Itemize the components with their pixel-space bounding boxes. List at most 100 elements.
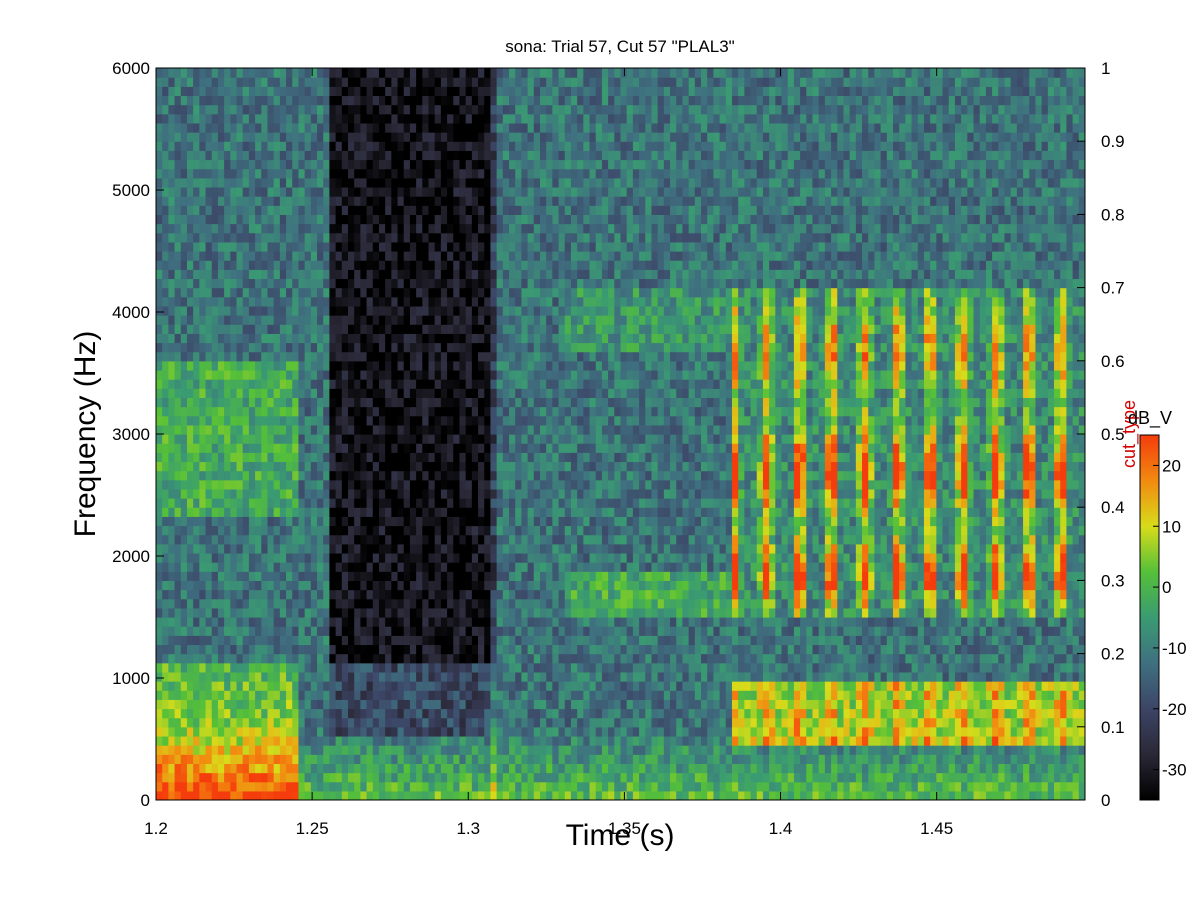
heatmap-cell xyxy=(527,552,535,563)
heatmap-cell xyxy=(217,415,225,426)
heatmap-cell xyxy=(471,562,479,572)
heatmap-cell xyxy=(397,260,405,270)
heatmap-cell xyxy=(403,159,411,170)
heatmap-cell xyxy=(459,251,467,261)
heatmap-cell xyxy=(347,562,355,572)
heatmap-cell xyxy=(422,681,430,691)
heatmap-cell xyxy=(310,150,318,161)
heatmap-cell xyxy=(286,260,293,270)
heatmap-cell xyxy=(434,305,442,316)
heatmap-cell xyxy=(372,159,380,170)
heatmap-cell xyxy=(378,351,386,362)
heatmap-cell xyxy=(267,415,275,426)
heatmap-cell xyxy=(478,754,485,764)
heatmap-cell xyxy=(242,186,250,197)
heatmap-cell xyxy=(471,388,479,398)
heatmap-cell xyxy=(360,488,368,499)
heatmap-cell xyxy=(205,251,213,261)
heatmap-cell xyxy=(459,735,467,746)
heatmap-cell xyxy=(174,653,182,664)
heatmap-cell xyxy=(347,232,355,243)
heatmap-cell xyxy=(211,763,219,774)
heatmap-cell xyxy=(465,488,473,499)
heatmap-cell xyxy=(347,342,355,353)
heatmap-cell xyxy=(335,159,343,170)
heatmap-cell xyxy=(372,95,380,106)
heatmap-cell xyxy=(236,397,244,408)
heatmap-cell xyxy=(286,113,293,124)
heatmap-cell xyxy=(261,415,269,426)
heatmap-cell xyxy=(205,77,213,87)
heatmap-cell xyxy=(347,369,355,380)
heatmap-cell xyxy=(496,379,504,389)
heatmap-cell xyxy=(484,251,492,261)
heatmap-cell xyxy=(230,534,238,545)
heatmap-cell xyxy=(539,626,547,636)
heatmap-cell xyxy=(372,635,380,646)
heatmap-cell xyxy=(261,177,269,188)
heatmap-cell xyxy=(533,141,541,151)
heatmap-cell xyxy=(317,104,324,115)
heatmap-cell xyxy=(366,150,374,161)
heatmap-cell xyxy=(478,479,485,490)
heatmap-cell xyxy=(205,745,213,755)
heatmap-cell xyxy=(416,260,423,270)
heatmap-cell xyxy=(521,507,529,517)
heatmap-cell xyxy=(255,104,262,115)
heatmap-cell xyxy=(366,241,374,252)
heatmap-cell xyxy=(391,607,399,618)
heatmap-cell xyxy=(533,726,541,737)
heatmap-cell xyxy=(397,269,405,280)
heatmap-cell xyxy=(484,598,492,609)
heatmap-cell xyxy=(459,113,467,124)
heatmap-cell xyxy=(347,726,355,737)
heatmap-cell xyxy=(385,232,392,243)
heatmap-cell xyxy=(335,251,343,261)
heatmap-cell xyxy=(168,617,176,627)
heatmap-cell xyxy=(186,186,194,197)
heatmap-cell xyxy=(224,406,231,417)
heatmap-cell xyxy=(471,516,479,527)
heatmap-cell xyxy=(156,690,163,700)
heatmap-cell xyxy=(471,626,479,636)
heatmap-cell xyxy=(162,305,169,316)
heatmap-cell xyxy=(168,516,176,527)
heatmap-cell xyxy=(490,132,498,142)
heatmap-cell xyxy=(267,699,275,710)
heatmap-cell xyxy=(354,260,361,270)
heatmap-cell xyxy=(366,726,374,737)
heatmap-cell xyxy=(347,168,355,179)
heatmap-cell xyxy=(273,95,281,106)
heatmap-cell xyxy=(385,671,392,682)
heatmap-cell xyxy=(366,269,374,280)
heatmap-cell xyxy=(323,735,331,746)
heatmap-cell xyxy=(385,644,392,655)
heatmap-cell xyxy=(317,708,324,719)
heatmap-cell xyxy=(279,223,287,234)
heatmap-cell xyxy=(248,351,256,362)
heatmap-cell xyxy=(230,113,238,124)
heatmap-cell xyxy=(279,772,287,783)
heatmap-cell xyxy=(378,415,386,426)
heatmap-cell xyxy=(416,452,423,463)
heatmap-cell xyxy=(199,351,207,362)
heatmap-cell xyxy=(490,68,498,78)
heatmap-cell xyxy=(242,763,250,774)
heatmap-cell xyxy=(403,186,411,197)
heatmap-cell xyxy=(502,260,510,270)
heatmap-cell xyxy=(298,150,306,161)
heatmap-cell xyxy=(521,296,529,307)
heatmap-cell xyxy=(279,379,287,389)
heatmap-cell xyxy=(242,571,250,581)
heatmap-cell xyxy=(267,324,275,334)
heatmap-cell xyxy=(459,269,467,280)
heatmap-cell xyxy=(180,113,188,124)
heatmap-cell xyxy=(502,113,510,124)
heatmap-cell xyxy=(255,388,262,398)
heatmap-cell xyxy=(224,507,231,517)
heatmap-cell xyxy=(205,168,213,179)
heatmap-cell xyxy=(248,251,256,261)
heatmap-cell xyxy=(286,434,293,444)
heatmap-cell xyxy=(341,754,349,764)
heatmap-cell xyxy=(174,232,182,243)
